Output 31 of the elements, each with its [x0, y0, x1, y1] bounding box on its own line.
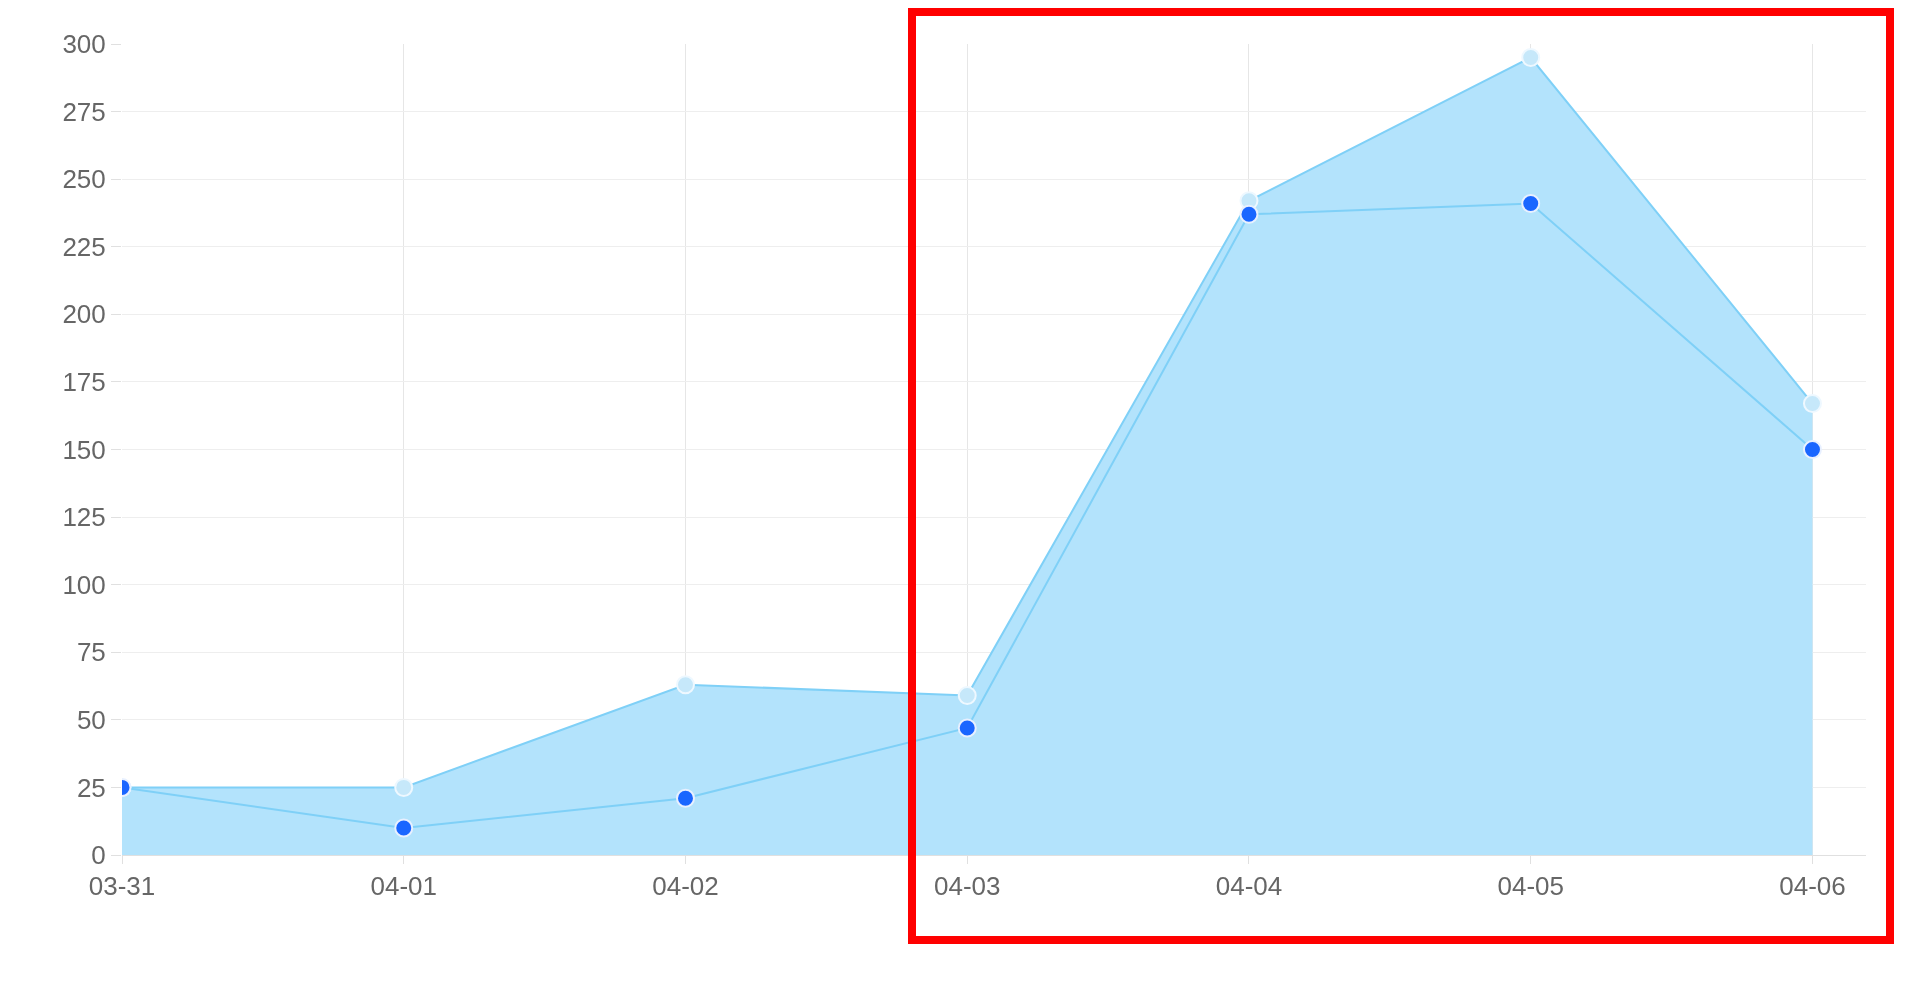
y-tick-label: 0: [91, 840, 106, 871]
point: [1802, 440, 1822, 459]
y-tick-label: 200: [62, 299, 106, 330]
x-tick-label: 03-31: [88, 871, 156, 902]
point: [676, 675, 695, 695]
x-tick-label: 04-05: [1497, 871, 1564, 902]
y-tick-label: 25: [76, 772, 106, 803]
point: [676, 788, 695, 808]
point: [394, 818, 414, 838]
y-tick-label: 100: [62, 569, 106, 600]
y-tick-label: 250: [62, 164, 106, 195]
x-tick-label: 04-03: [933, 871, 1001, 902]
y-tick-label: 150: [62, 434, 106, 465]
y-tick-label: 300: [62, 29, 106, 60]
point: [1521, 194, 1541, 213]
point: [394, 777, 414, 797]
point: [957, 718, 977, 738]
y-tick-label: 75: [76, 637, 106, 668]
point: [1239, 204, 1259, 224]
x-tick-label: 04-06: [1779, 871, 1846, 902]
point: [1521, 48, 1541, 68]
x-tick-label: 04-01: [370, 871, 437, 902]
y-tick-label: 125: [62, 502, 106, 533]
y-tick-label: 225: [62, 231, 106, 262]
y-tick-label: 175: [62, 367, 106, 398]
point: [1802, 394, 1822, 414]
x-tick-label: 04-02: [652, 871, 719, 902]
y-tick-label: 275: [62, 96, 106, 127]
point: [957, 686, 977, 705]
y-tick-label: 50: [76, 704, 106, 735]
x-tick-label: 04-04: [1215, 871, 1283, 902]
